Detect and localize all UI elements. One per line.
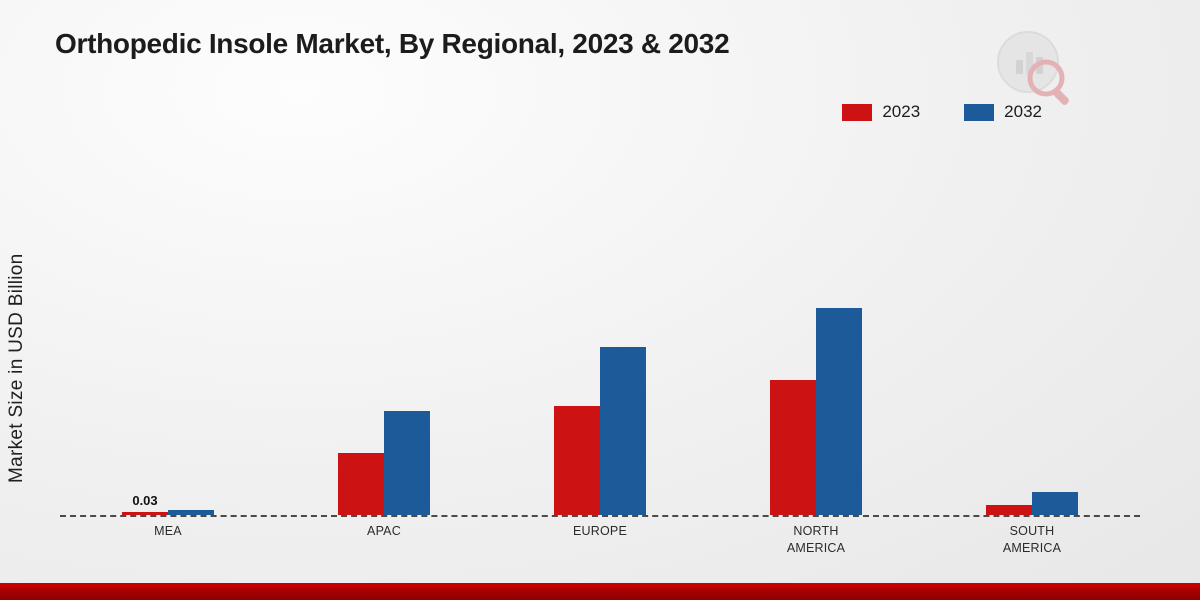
x-axis-label-south-america: SOUTH AMERICA [1002,524,1062,555]
legend-label: 2023 [882,102,921,121]
legend-swatch-2032 [964,103,995,121]
footer-bar [0,583,1200,600]
x-axis-label-apac: APAC [367,524,401,538]
x-axis-label-europe: EUROPE [573,524,627,538]
legend-item-2023: 2023 [842,102,920,122]
chart-title: Orthopedic Insole Market, By Regional, 2… [55,28,730,59]
bar-2023-mea [122,512,168,515]
brand-logo-graphic [997,31,1069,105]
bar-2032-europe [600,347,646,515]
legend-label: 2032 [1004,102,1042,121]
legend: 2023 2032 [842,102,1042,122]
bar-2032-mea [168,510,214,515]
bar-2032-north-america [816,308,862,515]
bar-2023-south-america [986,505,1032,515]
bar-2023-europe [554,406,600,515]
bar-2032-apac [384,411,430,515]
x-axis-label-north-america: NORTH AMERICA [786,524,846,555]
bar-2023-north-america [770,380,816,515]
data-label-mea-2023: 0.03 [132,493,158,508]
legend-swatch-2023 [842,103,873,121]
bar-2023-apac [338,453,384,515]
plot-area: MEA APAC EUROPE NORTH AMERICA SOUTH AMERICA 0… [60,150,1140,555]
brand-logo [990,30,1080,115]
bar-2032-south-america [1032,492,1078,515]
x-axis-label-mea: MEA [154,524,182,538]
legend-item-2032: 2032 [964,102,1042,122]
y-axis-title: Market Size in USD Billion [6,253,27,483]
x-axis-baseline [60,515,1140,517]
